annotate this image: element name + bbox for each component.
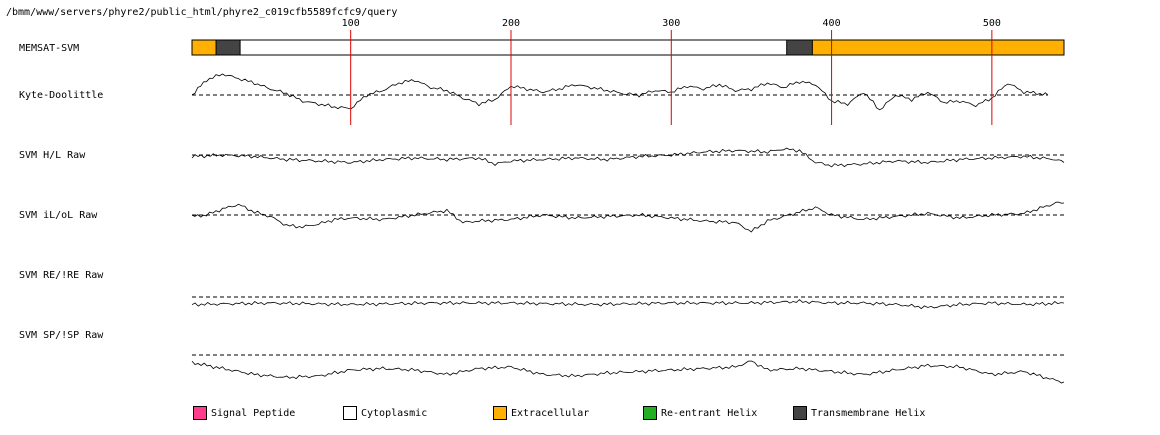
topology-segment xyxy=(192,40,217,55)
topology-segment xyxy=(216,40,241,55)
topology-segment xyxy=(786,40,813,55)
x-tick-label: 300 xyxy=(662,18,680,29)
track-label: SVM iL/oL Raw xyxy=(19,210,98,221)
x-tick-label: 400 xyxy=(823,18,841,29)
topology-segment xyxy=(240,40,787,55)
track-label: SVM SP/!SP Raw xyxy=(19,330,104,341)
topology-segment xyxy=(812,40,1064,55)
track-label: Kyte-Doolittle xyxy=(19,90,103,101)
profile-line xyxy=(191,73,1049,111)
x-tick-label: 200 xyxy=(502,18,520,29)
profile-line xyxy=(191,360,1065,384)
profile-line xyxy=(191,299,1065,310)
track-label: MEMSAT-SVM xyxy=(19,43,79,54)
profile-line xyxy=(191,201,1065,233)
file-path: /bmm/www/servers/phyre2/public_html/phyr… xyxy=(6,7,397,18)
topology-bar-outline xyxy=(191,39,1065,56)
x-tick-label: 500 xyxy=(983,18,1001,29)
profile-line xyxy=(191,147,1065,168)
track-label: SVM H/L Raw xyxy=(19,150,86,161)
x-tick-label: 100 xyxy=(342,18,360,29)
track-label: SVM RE/!RE Raw xyxy=(19,270,104,281)
